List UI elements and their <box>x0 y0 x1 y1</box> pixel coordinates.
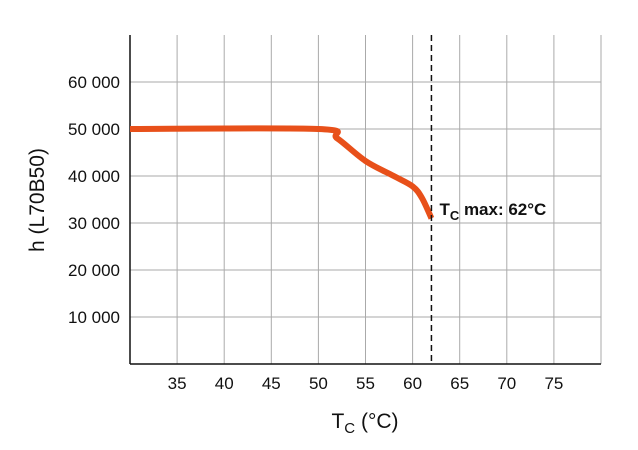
x-tick-label: 75 <box>544 374 563 393</box>
y-tick-label: 20 000 <box>68 261 120 280</box>
y-tick-label: 50 000 <box>68 120 120 139</box>
x-tick-label: 40 <box>215 374 234 393</box>
y-tick-label: 30 000 <box>68 214 120 233</box>
grid <box>130 35 602 364</box>
y-tick-label: 10 000 <box>68 308 120 327</box>
x-tick-label: 65 <box>450 374 469 393</box>
series <box>129 125 435 220</box>
annotation: TC max: 62°C <box>430 35 546 364</box>
y-tick-label: 60 000 <box>68 73 120 92</box>
axes <box>129 35 601 365</box>
x-tick-label: 70 <box>497 374 516 393</box>
x-axis-label: TC (°C) <box>331 410 398 437</box>
x-tick-label: 50 <box>309 374 328 393</box>
x-tick-label: 45 <box>262 374 281 393</box>
y-tick-label: 40 000 <box>68 167 120 186</box>
lifetime-curve <box>129 125 435 220</box>
x-tick-label: 35 <box>168 374 187 393</box>
tc-max-label: TC max: 62°C <box>439 200 546 223</box>
tick-labels: 35 40 45 50 55 60 65 70 75 10 000 20 000 30 000 40 0… <box>68 73 563 393</box>
x-tick-label: 60 <box>403 374 422 393</box>
y-axis-label: h (L70B50) <box>26 148 49 252</box>
x-tick-label: 55 <box>356 374 375 393</box>
